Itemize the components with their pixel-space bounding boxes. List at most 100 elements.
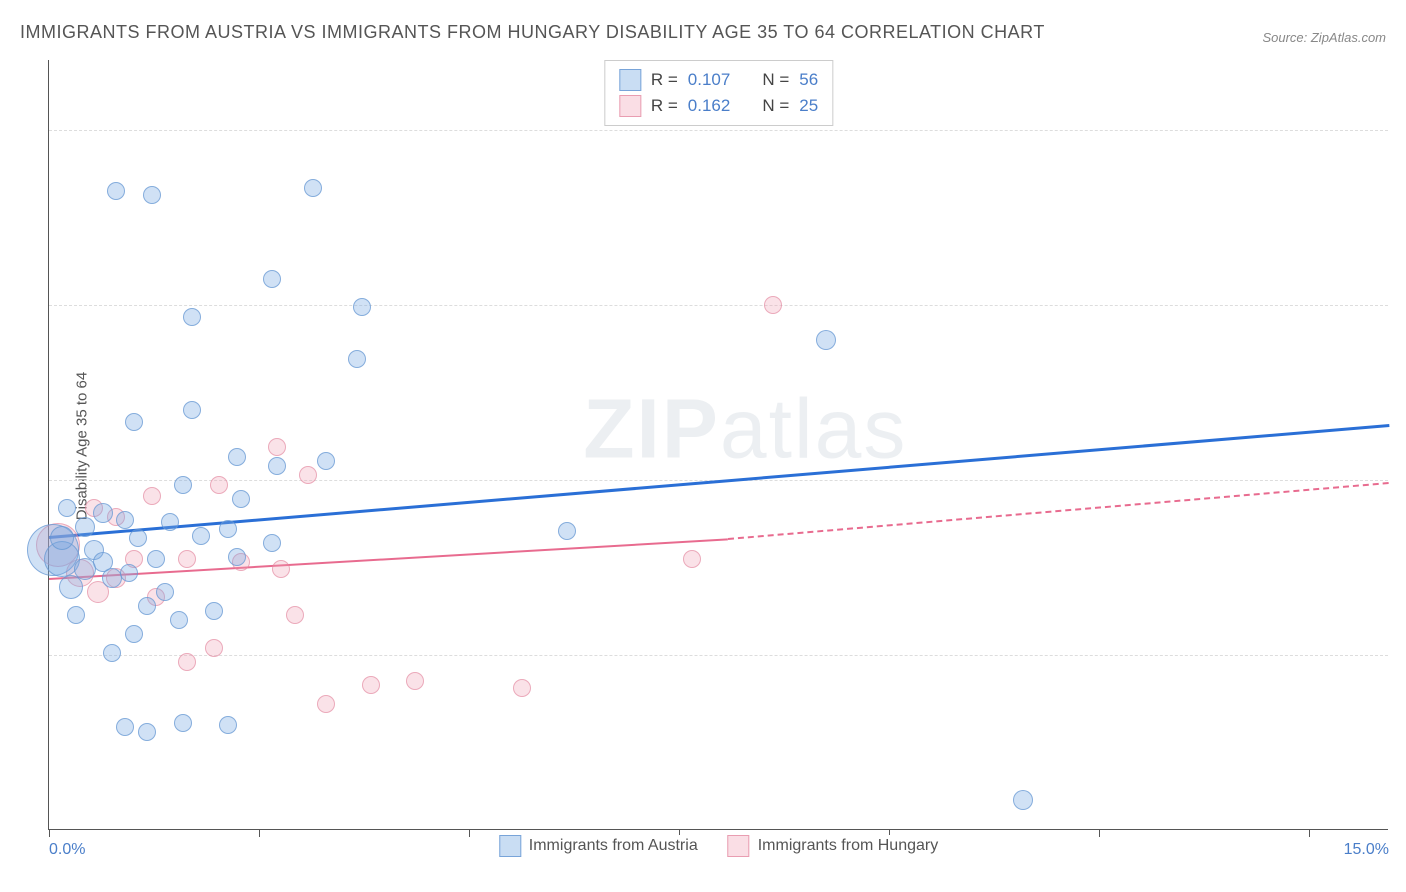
scatter-point [205, 639, 223, 657]
source-label: Source: ZipAtlas.com [1262, 30, 1386, 45]
scatter-point [59, 575, 83, 599]
scatter-point [120, 564, 138, 582]
scatter-point [1013, 790, 1033, 810]
scatter-point [513, 679, 531, 697]
scatter-point [102, 568, 122, 588]
legend-n-label: N = [762, 96, 789, 116]
legend-bottom: Immigrants from Austria Immigrants from H… [489, 835, 948, 857]
legend-n-val: 56 [799, 70, 818, 90]
scatter-point [103, 644, 121, 662]
scatter-point [93, 503, 113, 523]
scatter-point [228, 548, 246, 566]
gridline [49, 305, 1388, 306]
legend-swatch [728, 835, 750, 857]
scatter-point [143, 487, 161, 505]
scatter-point [183, 308, 201, 326]
scatter-point [304, 179, 322, 197]
x-tick [469, 829, 470, 837]
plot-area: ZIPatlas R = 0.107N = 56R = 0.162N = 25 … [48, 60, 1388, 830]
scatter-point [147, 550, 165, 568]
scatter-point [174, 714, 192, 732]
chart-container: IMMIGRANTS FROM AUSTRIA VS IMMIGRANTS FR… [0, 0, 1406, 892]
scatter-point [178, 550, 196, 568]
scatter-point [268, 457, 286, 475]
legend-r-val: 0.107 [688, 70, 731, 90]
scatter-point [353, 298, 371, 316]
scatter-point [558, 522, 576, 540]
scatter-point [129, 529, 147, 547]
scatter-point [317, 452, 335, 470]
legend-bottom-item: Immigrants from Hungary [728, 835, 939, 857]
x-tick [1309, 829, 1310, 837]
legend-r-val: 0.162 [688, 96, 731, 116]
scatter-point [286, 606, 304, 624]
watermark: ZIPatlas [583, 381, 907, 478]
scatter-point [362, 676, 380, 694]
y-tick-label: 15.0% [1398, 471, 1406, 489]
gridline [49, 655, 1388, 656]
scatter-point [170, 611, 188, 629]
legend-r-label: R = [651, 70, 678, 90]
scatter-point [205, 602, 223, 620]
x-tick [259, 829, 260, 837]
scatter-point [178, 653, 196, 671]
chart-title: IMMIGRANTS FROM AUSTRIA VS IMMIGRANTS FR… [20, 22, 1045, 43]
legend-label: Immigrants from Austria [529, 837, 698, 855]
y-tick-label: 7.5% [1398, 646, 1406, 664]
scatter-point [116, 718, 134, 736]
scatter-point [263, 270, 281, 288]
watermark-bold: ZIP [583, 382, 720, 476]
scatter-point [232, 490, 250, 508]
legend-n-label: N = [762, 70, 789, 90]
scatter-point [317, 695, 335, 713]
scatter-point [50, 526, 74, 550]
x-tick-label: 15.0% [1344, 841, 1389, 859]
legend-swatch [619, 69, 641, 91]
scatter-point [299, 466, 317, 484]
legend-top: R = 0.107 N = 56 R = 0.162 N = 25 [604, 60, 833, 126]
legend-label: Immigrants from Hungary [758, 837, 939, 855]
scatter-point [174, 476, 192, 494]
scatter-point [156, 583, 174, 601]
x-tick [1099, 829, 1100, 837]
scatter-point [116, 511, 134, 529]
y-tick-label: 22.5% [1398, 296, 1406, 314]
legend-r-label: R = [651, 96, 678, 116]
legend-swatch [499, 835, 521, 857]
scatter-point [183, 401, 201, 419]
watermark-light: atlas [720, 382, 907, 476]
scatter-point [272, 560, 290, 578]
scatter-point [228, 448, 246, 466]
scatter-point [138, 597, 156, 615]
trend-line [49, 424, 1389, 538]
y-tick-label: 30.0% [1398, 121, 1406, 139]
scatter-point [406, 672, 424, 690]
x-tick [49, 829, 50, 837]
legend-swatch [619, 95, 641, 117]
scatter-point [67, 606, 85, 624]
scatter-point [263, 534, 281, 552]
gridline [49, 130, 1388, 131]
scatter-point [161, 513, 179, 531]
scatter-point [348, 350, 366, 368]
legend-top-row: R = 0.107 N = 56 [619, 67, 818, 93]
scatter-point [75, 517, 95, 537]
scatter-point [143, 186, 161, 204]
scatter-point [192, 527, 210, 545]
scatter-point [125, 413, 143, 431]
scatter-point [764, 296, 782, 314]
scatter-point [219, 716, 237, 734]
scatter-point [268, 438, 286, 456]
scatter-point [683, 550, 701, 568]
trend-line [728, 482, 1389, 540]
scatter-point [219, 520, 237, 538]
scatter-point [210, 476, 228, 494]
x-tick-label: 0.0% [49, 841, 85, 859]
scatter-point [58, 499, 76, 517]
legend-bottom-item: Immigrants from Austria [499, 835, 698, 857]
scatter-point [138, 723, 156, 741]
scatter-point [125, 625, 143, 643]
scatter-point [107, 182, 125, 200]
legend-n-val: 25 [799, 96, 818, 116]
legend-top-row: R = 0.162 N = 25 [619, 93, 818, 119]
